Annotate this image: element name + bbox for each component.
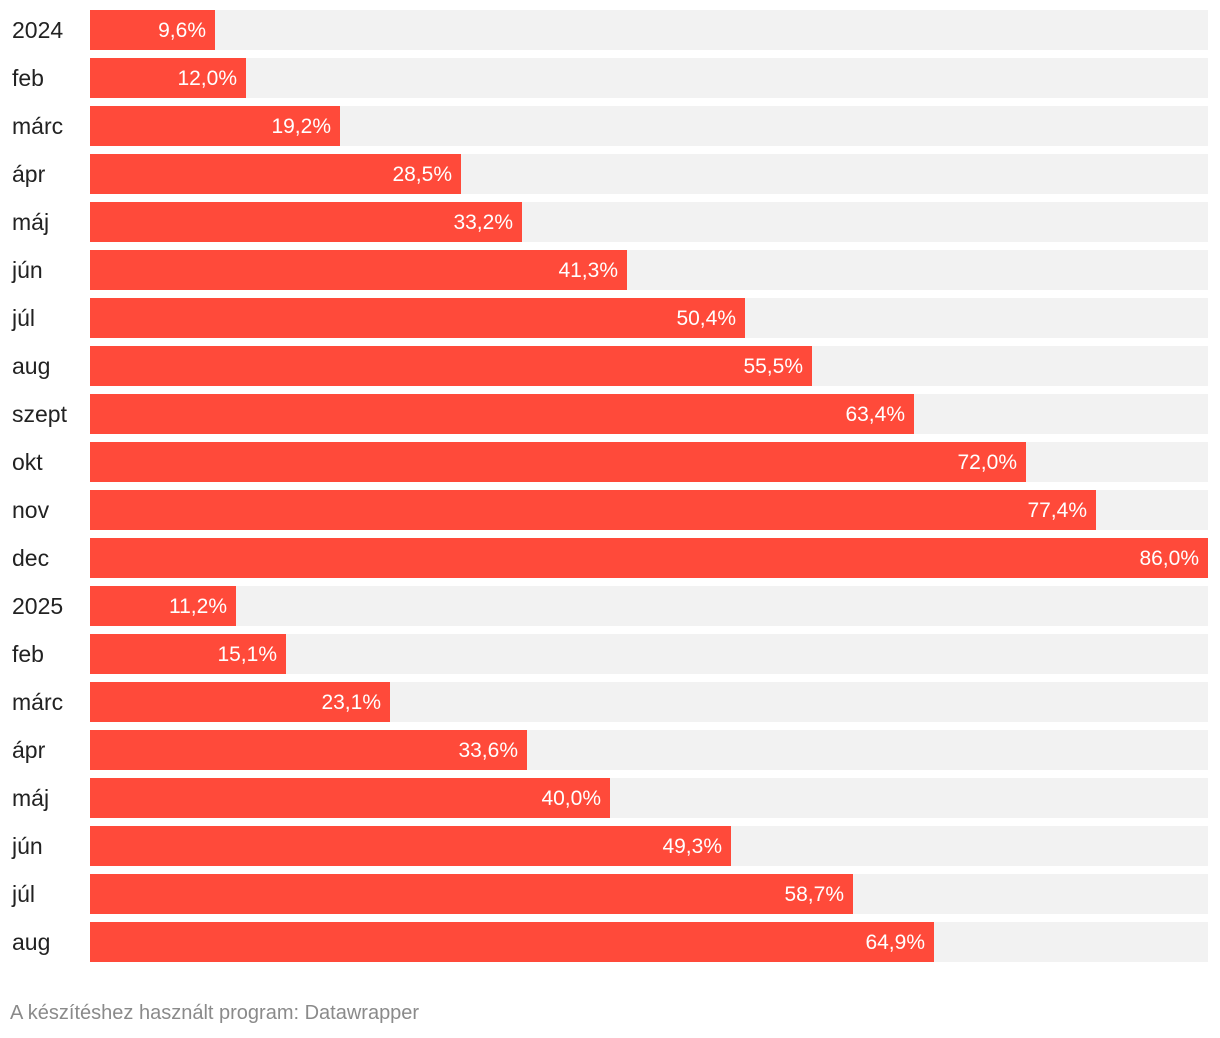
bar [90,730,527,770]
bar-chart: 2024 9,6% feb 12,0% márc 19,2% ápr 28,5% máj 33,2… [11,10,1208,962]
bar [90,346,812,386]
bar [90,634,286,674]
bar [90,874,853,914]
value-label: 55,5% [743,355,803,378]
bar [90,682,390,722]
value-label: 63,4% [845,403,905,426]
category-label: márc [12,113,63,139]
category-label: ápr [12,161,46,187]
category-label: jún [11,257,43,283]
category-label: máj [12,785,49,811]
bar-track [90,10,1208,50]
value-label: 41,3% [558,259,618,282]
bar [90,106,340,146]
bar [90,490,1096,530]
bar [90,826,731,866]
bar [90,10,215,50]
category-label: 2025 [12,593,63,619]
value-label: 12,0% [177,67,237,90]
value-label: 15,1% [217,643,277,666]
bar [90,298,745,338]
bar [90,442,1026,482]
bar [90,922,934,962]
category-label: feb [12,65,44,91]
category-label: nov [12,497,50,523]
value-label: 50,4% [676,307,736,330]
value-label: 86,0% [1139,547,1199,570]
category-label: okt [12,449,43,475]
category-label: dec [12,545,49,571]
footer-credit: A készítéshez használt program: Datawrap… [10,1002,420,1024]
value-label: 64,9% [865,931,925,954]
value-label: 33,2% [453,211,513,234]
value-label: 40,0% [541,787,601,810]
category-label: 2024 [12,17,63,43]
bar [90,202,522,242]
category-label: máj [12,209,49,235]
bar [90,394,914,434]
value-label: 58,7% [784,883,844,906]
category-label: júl [11,881,35,907]
bar [90,538,1208,578]
value-label: 28,5% [392,163,452,186]
category-label: szept [12,401,68,427]
category-label: márc [12,689,63,715]
value-label: 49,3% [662,835,722,858]
value-label: 11,2% [169,595,227,618]
category-label: feb [12,641,44,667]
bar-track [90,58,1208,98]
bar [90,154,461,194]
value-label: 77,4% [1027,499,1087,522]
bar [90,58,246,98]
category-label: aug [12,929,50,955]
category-label: ápr [12,737,46,763]
value-label: 72,0% [957,451,1017,474]
value-label: 33,6% [458,739,518,762]
category-label: aug [12,353,50,379]
bar-track [90,586,1208,626]
bar [90,250,627,290]
category-label: júl [11,305,35,331]
category-label: jún [11,833,43,859]
bar [90,778,610,818]
value-label: 9,6% [158,19,206,42]
value-label: 19,2% [271,115,331,138]
bar [90,586,236,626]
value-label: 23,1% [321,691,381,714]
